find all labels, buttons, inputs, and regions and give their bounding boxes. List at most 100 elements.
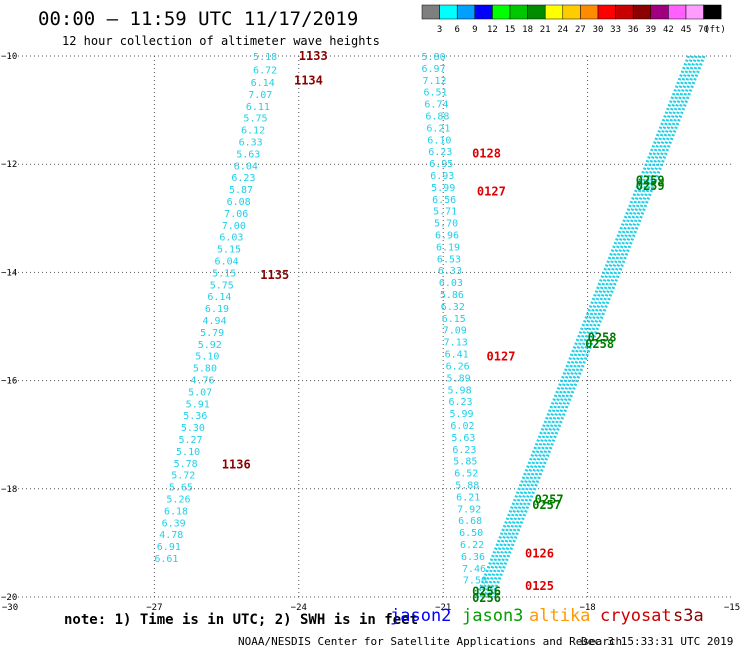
- pass-time-label: 0257: [535, 493, 564, 507]
- swh-point-label: 6.50: [459, 528, 483, 539]
- swh-point-label: 5.30: [181, 423, 205, 434]
- swh-point-label: 6.61: [154, 554, 178, 565]
- swh-point-label: 7.13: [444, 338, 468, 349]
- swh-point-label: 6.36: [461, 552, 485, 563]
- swh-point-label: 5.27: [178, 435, 202, 446]
- swh-point-label: 6.21: [426, 123, 450, 134]
- swh-point-label: 5.87: [229, 185, 253, 196]
- legend-label: 42: [663, 25, 674, 35]
- swh-point-label: 7.92: [457, 504, 481, 515]
- swh-point-label: 6.14: [251, 78, 275, 89]
- swh-point-label: 6.56: [432, 195, 456, 206]
- sat-label-altika: altika: [529, 606, 591, 626]
- swh-point-label: 6.14: [207, 292, 231, 303]
- pass-time-label: 1133: [299, 49, 328, 63]
- swh-point-label: 4.76: [190, 376, 214, 387]
- x-tick-label: −15: [724, 603, 740, 613]
- legend-label: 70: [698, 25, 709, 35]
- swh-point-label: 5.86: [440, 290, 464, 301]
- footer-note: note: 1) Time is in UTC; 2) SWH is in fe…: [64, 612, 419, 628]
- swh-point-label: 5.89: [447, 373, 471, 384]
- legend-label: 15: [505, 25, 516, 35]
- swh-point-label: 6.95: [429, 159, 453, 170]
- swh-point-label: 6.02: [450, 421, 474, 432]
- swh-point-label: 5.75: [210, 280, 234, 291]
- swh-point-label: 5.80: [193, 364, 217, 375]
- legend-label: 18: [522, 25, 533, 35]
- swh-point-label: 6.33: [438, 266, 462, 277]
- swh-point-label: 4.78: [159, 530, 183, 541]
- swath-track-line: [479, 55, 694, 598]
- swh-point-label: 5.79: [200, 328, 224, 339]
- swh-point-label: 5.98: [448, 385, 472, 396]
- swh-point-label: 5.07: [188, 387, 212, 398]
- y-tick-label: −16: [1, 377, 17, 387]
- pass-time-label: 0125: [525, 579, 554, 593]
- pass-time-label: 0127: [477, 184, 506, 198]
- swh-point-label: 5.78: [174, 459, 198, 470]
- pass-time-label: 0256: [472, 591, 501, 605]
- swh-point-label: 6.15: [442, 314, 466, 325]
- swh-point-label: 6.03: [219, 233, 243, 244]
- swh-point-label: 7.06: [224, 209, 248, 220]
- swh-point-label: 6.26: [446, 361, 470, 372]
- swh-point-label: 5.63: [236, 149, 260, 160]
- pass-time-label: 0128: [472, 146, 501, 160]
- swh-point-label: 6.22: [460, 540, 484, 551]
- swath-track-line: [487, 55, 702, 598]
- swh-point-label: 5.91: [186, 399, 210, 410]
- swh-point-label: 5.15: [212, 268, 236, 279]
- y-tick-label: −18: [1, 485, 17, 495]
- swh-point-label: 6.08: [227, 197, 251, 208]
- swh-point-label: 5.36: [183, 411, 207, 422]
- y-tick-label: −20: [1, 593, 17, 603]
- swh-point-label: 6.52: [454, 469, 478, 480]
- swh-point-label: 5.15: [217, 245, 241, 256]
- swh-point-label: 7.50: [463, 576, 487, 587]
- swh-point-label: 6.23: [231, 173, 255, 184]
- swh-point-label: 6.04: [234, 161, 258, 172]
- swh-point-label: 5.92: [198, 340, 222, 351]
- swh-point-label: 5.85: [453, 457, 477, 468]
- swh-point-label: 6.33: [239, 137, 263, 148]
- swh-point-label: 5.72: [171, 471, 195, 482]
- swh-point-label: 6.39: [162, 518, 186, 529]
- swh-point-label: 7.00: [222, 221, 246, 232]
- legend-label: 24: [557, 25, 568, 35]
- pass-time-label: 0256: [472, 585, 501, 599]
- swh-point-label: 5.88: [455, 480, 479, 491]
- swh-point-label: 6.91: [157, 542, 181, 553]
- swh-point-label: 5.10: [176, 447, 200, 458]
- y-tick-label: −12: [1, 160, 17, 170]
- swh-point-label: 7.46: [462, 564, 486, 575]
- swh-point-label: 6.23: [452, 445, 476, 456]
- swh-point-label: 5.99: [449, 409, 473, 420]
- chart-title: 00:00 — 11:59 UTC 11/17/2019: [38, 8, 359, 30]
- swh-point-label: 5.65: [169, 483, 193, 494]
- x-tick-label: −18: [579, 603, 595, 613]
- legend-label: 6: [454, 25, 459, 35]
- swh-point-label: 5.10: [195, 352, 219, 363]
- credit-line: NOAA/NESDIS Center for Satellite Applica…: [238, 635, 623, 648]
- swh-point-label: 6.72: [253, 66, 277, 77]
- legend-label: 9: [472, 25, 477, 35]
- swh-point-label: 6.11: [246, 102, 270, 113]
- y-tick-label: −14: [1, 268, 17, 278]
- swh-point-label: 6.12: [241, 126, 265, 137]
- swh-point-label: 6.51: [423, 88, 447, 99]
- legend-label: 3: [437, 25, 442, 35]
- sat-label-cryosat: cryosat: [600, 606, 672, 626]
- swh-point-label: 6.10: [427, 135, 451, 146]
- swh-point-label: 6.03: [439, 278, 463, 289]
- color-legend: 3 6 9 12 15 18 21 24 27 30 33 36 39 42 45 70(ft): [421, 4, 726, 35]
- legend-unit: (ft): [704, 25, 726, 35]
- pass-time-label: 0127: [487, 349, 516, 363]
- swh-point-label: 6.04: [215, 256, 239, 267]
- pass-time-label: 1135: [260, 268, 289, 282]
- sat-label-jason3: jason3: [462, 606, 524, 626]
- swh-point-label: 4.94: [203, 316, 227, 327]
- swh-point-label: 5.26: [166, 495, 190, 506]
- pass-time-label: 1134: [294, 73, 323, 87]
- pass-time-label: 0259: [636, 173, 665, 187]
